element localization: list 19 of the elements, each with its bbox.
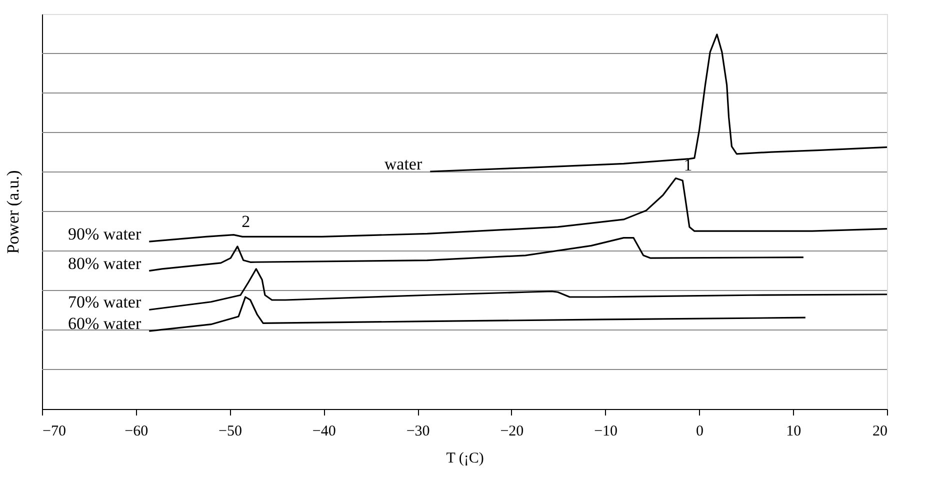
x-axis-title: T (¡C): [446, 450, 484, 466]
x-tick-label: −70: [42, 424, 66, 440]
series-label: water: [384, 154, 422, 174]
x-tick-label: −30: [406, 424, 430, 440]
x-tick-label: −60: [124, 424, 148, 440]
x-tick-label: −50: [218, 424, 242, 440]
annotation: 2: [242, 212, 250, 231]
series-label: 80% water: [68, 254, 142, 273]
x-tick-label: −40: [312, 424, 336, 440]
x-tick-label: 10: [786, 424, 802, 440]
y-axis-title: Power (a.u.): [4, 170, 22, 254]
series-label: 60% water: [68, 314, 142, 334]
x-tick-label: −20: [500, 424, 524, 440]
x-tick-label: −10: [594, 424, 618, 440]
x-tick-label: 0: [696, 424, 704, 440]
x-tick-label: 20: [872, 424, 888, 440]
series-label: 70% water: [68, 292, 142, 312]
annotation: 1: [684, 155, 692, 174]
series-label: 90% water: [68, 224, 142, 244]
